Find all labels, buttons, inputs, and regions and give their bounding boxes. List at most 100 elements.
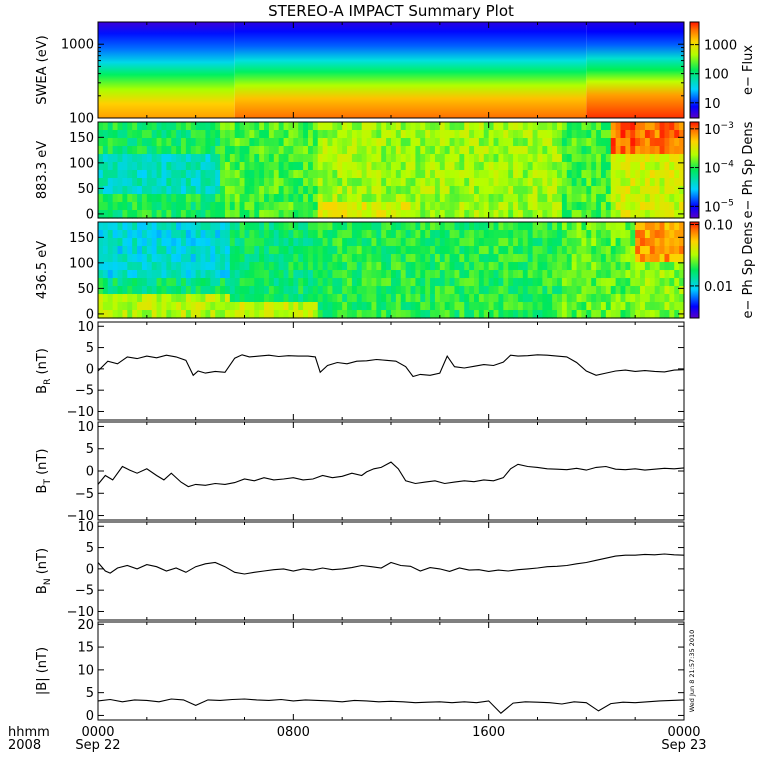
pad-cell [469,294,475,303]
pad-cell [679,202,685,211]
pad-cell [303,222,309,231]
pad-cell [444,194,451,203]
pad-cell [561,146,568,155]
pad-cell [283,122,290,131]
pad-cell [176,238,182,247]
pad-cell [425,186,431,195]
pad-cell [503,278,509,287]
pad-cell [434,262,441,271]
pad-cell [307,130,314,139]
pad-cell [444,186,451,195]
pad-cell [644,278,651,287]
pad-cell [171,222,177,231]
pad-cell [386,154,392,163]
pad-cell [532,186,539,195]
pad-cell [464,222,470,231]
pad-cell [215,270,221,279]
pad-cell [439,310,446,319]
pad-cell [376,162,382,171]
pad-cell [205,154,211,163]
pad-cell [425,194,431,203]
pad-cell [620,262,626,271]
pad-cell [273,278,280,287]
pad-cell [337,162,343,171]
pad-cell [644,162,651,171]
pad-cell [605,286,612,295]
pad-cell [127,162,133,171]
pad-cell [596,178,602,187]
pad-cell [395,154,402,163]
pad-cell [571,130,578,139]
pad-cell [503,286,509,295]
pad-cell [229,202,236,211]
pad-cell [117,270,124,279]
pad-cell [391,286,397,295]
pad-cell [434,254,441,263]
pad-cell [141,130,148,139]
pad-cell [522,262,529,271]
pad-cell [659,138,666,147]
pad-cell [513,154,519,163]
pad-cell [527,178,534,187]
pad-cell [459,246,465,255]
pad-cell [210,270,216,279]
pad-cell [283,294,290,303]
pad-cell [679,162,685,171]
pad-cell [312,194,319,203]
pad-cell [508,254,514,263]
pad-cell [234,210,241,219]
pad-cell [239,222,246,231]
pad-cell [600,178,607,187]
pad-cell [229,170,236,179]
pad-cell [278,194,285,203]
pad-cell [249,222,255,231]
pad-cell [591,302,597,311]
pad-cell [649,138,656,147]
pad-cell [351,302,358,311]
pad-cell [454,138,460,147]
pad-cell [312,202,319,211]
pad-cell [156,278,163,287]
pad-cell [205,186,211,195]
pad-cell [654,138,661,147]
pad-cell [659,162,666,171]
pad-cell [361,310,368,319]
pad-cell [425,286,431,295]
pad-cell [347,154,353,163]
pad-cell [327,194,333,203]
pad-cell [425,262,431,271]
pad-cell [298,210,304,219]
pad-cell [327,262,333,271]
pad-cell [244,146,250,155]
pad-cell [591,278,597,287]
pad-cell [317,202,324,211]
y-tick-label: 50 [77,182,94,197]
pad-cell [327,170,333,179]
y-tick-label: 0 [86,207,94,222]
y-tick-label: 10 [77,520,94,535]
pad-cell [347,286,353,295]
pad-cell [137,186,143,195]
pad-cell [298,230,304,239]
pad-cell [640,162,646,171]
pad-cell [117,262,124,271]
pad-cell [381,146,387,155]
pad-cell [312,170,319,179]
pad-cell [640,178,646,187]
pad-cell [503,294,509,303]
pad-cell [542,278,548,287]
y-tick-label: 150 [69,231,94,246]
pad-cell [454,270,460,279]
pad-cell [503,194,509,203]
pad-cell [146,310,153,319]
pad-cell [513,162,519,171]
pad-cell [566,310,573,319]
pad-cell [307,254,314,263]
pad-cell [395,202,402,211]
pad-cell [537,230,543,239]
pad-cell [488,178,495,187]
pad-cell [561,310,568,319]
pad-cell [630,270,636,279]
pad-cell [532,146,539,155]
pad-cell [224,122,231,131]
